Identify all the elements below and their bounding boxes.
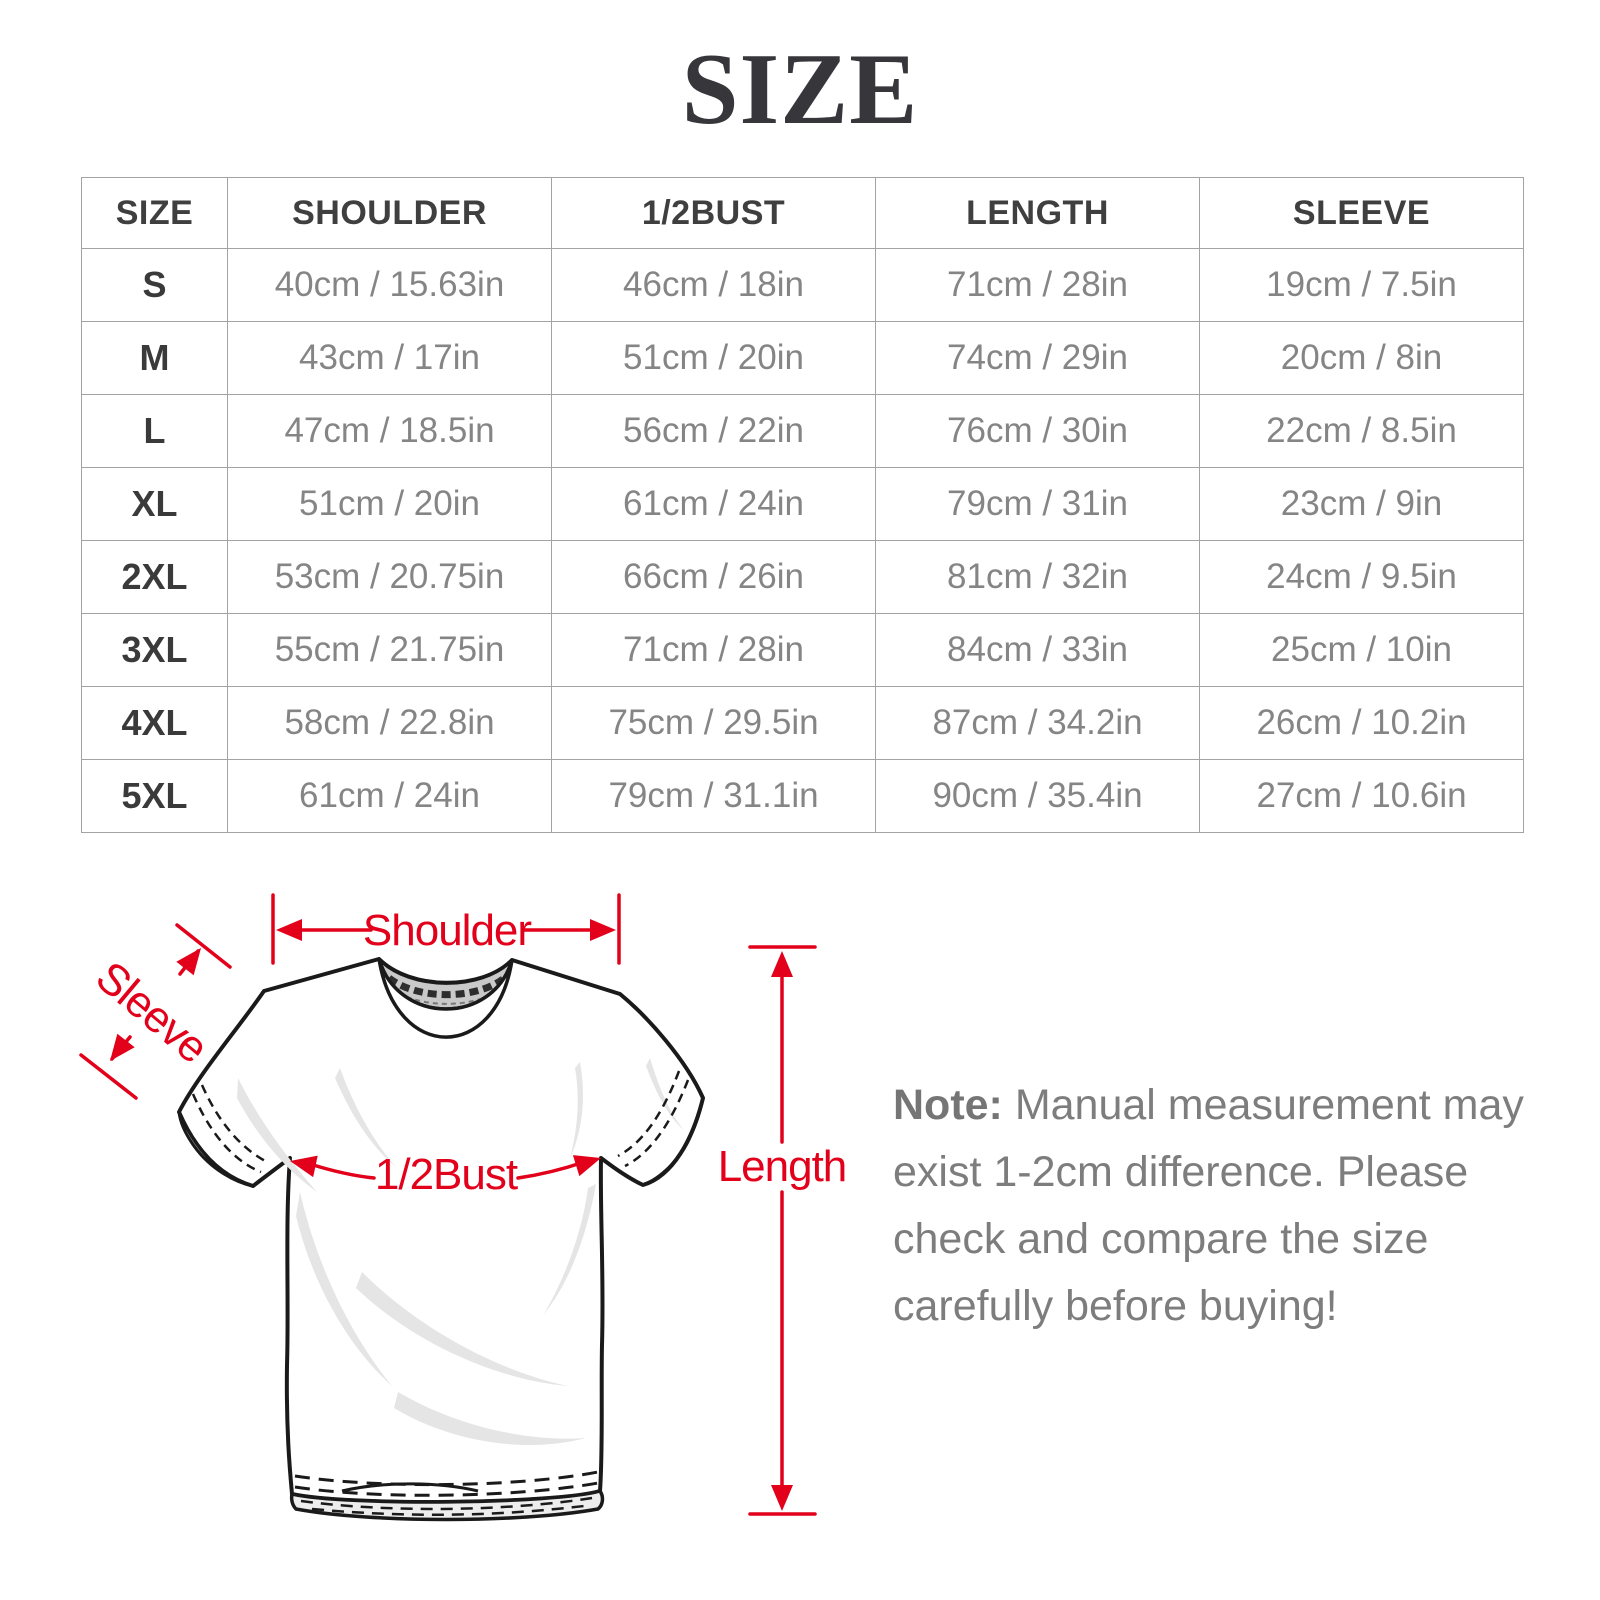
length-value: 71cm / 28in <box>875 248 1200 322</box>
length-value: 74cm / 29in <box>875 321 1200 395</box>
hem-roll-stitching <box>300 1496 593 1516</box>
bust-value: 51cm / 20in <box>551 321 876 395</box>
sleeve-value: 20cm / 8in <box>1199 321 1524 395</box>
shoulder-value: 53cm / 20.75in <box>227 540 552 614</box>
table-header-row: SIZE SHOULDER 1/2BUST LENGTH SLEEVE <box>81 177 1524 249</box>
header-sleeve: SLEEVE <box>1199 177 1524 249</box>
header-length: LENGTH <box>875 177 1200 249</box>
sleeve-arrow <box>79 923 232 1100</box>
note-line: carefully before buying! <box>893 1282 1338 1330</box>
bust-value: 61cm / 24in <box>551 467 876 541</box>
shoulder-arrow <box>271 893 621 965</box>
table-row: L 47cm / 18.5in 56cm / 22in 76cm / 30in … <box>81 394 1524 468</box>
shoulder-value: 58cm / 22.8in <box>227 686 552 760</box>
length-value: 76cm / 30in <box>875 394 1200 468</box>
length-value: 90cm / 35.4in <box>875 759 1200 833</box>
hem <box>289 1470 605 1522</box>
bust-value: 75cm / 29.5in <box>551 686 876 760</box>
size-label: 3XL <box>81 613 228 687</box>
hem-roll <box>289 1488 605 1522</box>
table-row: XL 51cm / 20in 61cm / 24in 79cm / 31in 2… <box>81 467 1524 541</box>
note-label: Note: <box>893 1081 1003 1129</box>
shoulder-value: 61cm / 24in <box>227 759 552 833</box>
size-label: 4XL <box>81 686 228 760</box>
shoulder-label: Shoulder <box>363 906 531 955</box>
length-value: 81cm / 32in <box>875 540 1200 614</box>
sleeve-cuffs <box>177 1070 705 1188</box>
bust-value: 79cm / 31.1in <box>551 759 876 833</box>
table-row: S 40cm / 15.63in 46cm / 18in 71cm / 28in… <box>81 248 1524 322</box>
length-value: 84cm / 33in <box>875 613 1200 687</box>
table-row: 2XL 53cm / 20.75in 66cm / 26in 81cm / 32… <box>81 540 1524 614</box>
collar-rib <box>377 957 514 1039</box>
shoulder-value: 40cm / 15.63in <box>227 248 552 322</box>
table-row: 3XL 55cm / 21.75in 71cm / 28in 84cm / 33… <box>81 613 1524 687</box>
size-label: XL <box>81 467 228 541</box>
shoulder-value: 43cm / 17in <box>227 321 552 395</box>
cuff-stitching <box>191 1070 690 1174</box>
sleeve-value: 27cm / 10.6in <box>1199 759 1524 833</box>
bust-value: 46cm / 18in <box>551 248 876 322</box>
note-text: Note: Manual measurement may exist 1-2cm… <box>893 1072 1543 1340</box>
right-cuff-inner <box>642 1097 705 1187</box>
bust-label: 1/2Bust <box>375 1150 518 1199</box>
table-row: 4XL 58cm / 22.8in 75cm / 29.5in 87cm / 3… <box>81 686 1524 760</box>
bust-value: 56cm / 22in <box>551 394 876 468</box>
size-label: M <box>81 321 228 395</box>
header-bust: 1/2BUST <box>551 177 876 249</box>
sleeve-value: 26cm / 10.2in <box>1199 686 1524 760</box>
sleeve-value: 25cm / 10in <box>1199 613 1524 687</box>
note-line: exist 1-2cm difference. Please <box>893 1148 1469 1196</box>
size-label: S <box>81 248 228 322</box>
collar <box>377 957 514 1039</box>
size-table: SIZE SHOULDER 1/2BUST LENGTH SLEEVE S 40… <box>81 177 1524 833</box>
page-title: SIZE <box>681 33 919 146</box>
note-line: check and compare the size <box>893 1215 1429 1263</box>
collar-stitch-band <box>386 975 506 999</box>
size-label: 5XL <box>81 759 228 833</box>
sleeve-value: 23cm / 9in <box>1199 467 1524 541</box>
bust-value: 71cm / 28in <box>551 613 876 687</box>
left-cuff-inner <box>177 1111 254 1188</box>
shoulder-value: 51cm / 20in <box>227 467 552 541</box>
sleeve-label: Sleeve <box>87 952 217 1072</box>
header-size: SIZE <box>81 177 228 249</box>
fabric-wrinkles <box>237 1058 684 1446</box>
shoulder-value: 55cm / 21.75in <box>227 613 552 687</box>
table-row: M 43cm / 17in 51cm / 20in 74cm / 29in 20… <box>81 321 1524 395</box>
length-arrow <box>748 945 817 1516</box>
table-row: 5XL 61cm / 24in 79cm / 31.1in 90cm / 35.… <box>81 759 1524 833</box>
hem-fold-line <box>341 1482 479 1493</box>
size-label: L <box>81 394 228 468</box>
bust-value: 66cm / 26in <box>551 540 876 614</box>
bust-arrow <box>290 1155 601 1180</box>
sleeve-value: 19cm / 7.5in <box>1199 248 1524 322</box>
length-label: Length <box>718 1142 847 1191</box>
note-line: Note: Manual measurement may <box>893 1081 1524 1129</box>
sleeve-value: 22cm / 8.5in <box>1199 394 1524 468</box>
sleeve-value: 24cm / 9.5in <box>1199 540 1524 614</box>
